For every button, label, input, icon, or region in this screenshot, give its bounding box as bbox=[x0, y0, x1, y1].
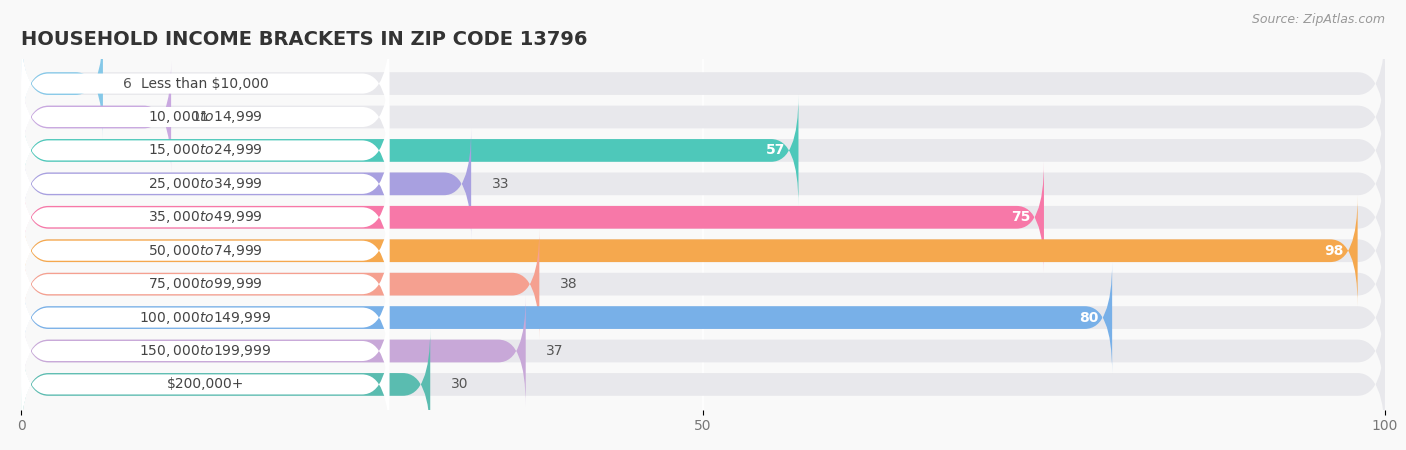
FancyBboxPatch shape bbox=[21, 127, 389, 241]
FancyBboxPatch shape bbox=[21, 95, 799, 206]
FancyBboxPatch shape bbox=[21, 128, 1385, 239]
FancyBboxPatch shape bbox=[21, 294, 389, 408]
FancyBboxPatch shape bbox=[21, 194, 389, 307]
FancyBboxPatch shape bbox=[21, 161, 389, 274]
FancyBboxPatch shape bbox=[21, 195, 1358, 306]
Text: 37: 37 bbox=[546, 344, 564, 358]
FancyBboxPatch shape bbox=[21, 28, 1385, 139]
Text: 38: 38 bbox=[560, 277, 578, 291]
FancyBboxPatch shape bbox=[21, 262, 1385, 373]
FancyBboxPatch shape bbox=[21, 227, 389, 341]
FancyBboxPatch shape bbox=[21, 27, 389, 140]
FancyBboxPatch shape bbox=[21, 94, 389, 207]
FancyBboxPatch shape bbox=[21, 328, 389, 441]
FancyBboxPatch shape bbox=[21, 62, 1385, 172]
Text: 75: 75 bbox=[1011, 210, 1031, 224]
FancyBboxPatch shape bbox=[21, 162, 1045, 273]
Text: $50,000 to $74,999: $50,000 to $74,999 bbox=[148, 243, 263, 259]
FancyBboxPatch shape bbox=[21, 162, 1385, 273]
FancyBboxPatch shape bbox=[21, 262, 1112, 373]
FancyBboxPatch shape bbox=[21, 229, 540, 340]
FancyBboxPatch shape bbox=[21, 60, 389, 174]
FancyBboxPatch shape bbox=[21, 329, 430, 440]
FancyBboxPatch shape bbox=[21, 62, 172, 172]
FancyBboxPatch shape bbox=[21, 329, 1385, 440]
Text: $25,000 to $34,999: $25,000 to $34,999 bbox=[148, 176, 263, 192]
Text: 98: 98 bbox=[1324, 244, 1344, 258]
Text: $15,000 to $24,999: $15,000 to $24,999 bbox=[148, 143, 263, 158]
FancyBboxPatch shape bbox=[21, 229, 1385, 340]
Text: $10,000 to $14,999: $10,000 to $14,999 bbox=[148, 109, 263, 125]
Text: $150,000 to $199,999: $150,000 to $199,999 bbox=[139, 343, 271, 359]
Text: $100,000 to $149,999: $100,000 to $149,999 bbox=[139, 310, 271, 325]
Text: $200,000+: $200,000+ bbox=[166, 378, 243, 392]
Text: 57: 57 bbox=[765, 144, 785, 158]
FancyBboxPatch shape bbox=[21, 261, 389, 374]
FancyBboxPatch shape bbox=[21, 95, 1385, 206]
FancyBboxPatch shape bbox=[21, 128, 471, 239]
Text: 30: 30 bbox=[451, 378, 468, 392]
FancyBboxPatch shape bbox=[21, 296, 526, 406]
Text: $35,000 to $49,999: $35,000 to $49,999 bbox=[148, 209, 263, 225]
Text: Source: ZipAtlas.com: Source: ZipAtlas.com bbox=[1251, 14, 1385, 27]
Text: HOUSEHOLD INCOME BRACKETS IN ZIP CODE 13796: HOUSEHOLD INCOME BRACKETS IN ZIP CODE 13… bbox=[21, 30, 588, 49]
Text: 11: 11 bbox=[191, 110, 209, 124]
FancyBboxPatch shape bbox=[21, 296, 1385, 406]
FancyBboxPatch shape bbox=[21, 28, 103, 139]
Text: 33: 33 bbox=[492, 177, 509, 191]
Text: $75,000 to $99,999: $75,000 to $99,999 bbox=[148, 276, 263, 292]
FancyBboxPatch shape bbox=[21, 195, 1385, 306]
Text: 6: 6 bbox=[124, 76, 132, 90]
Text: 80: 80 bbox=[1080, 310, 1098, 324]
Text: Less than $10,000: Less than $10,000 bbox=[142, 76, 269, 90]
